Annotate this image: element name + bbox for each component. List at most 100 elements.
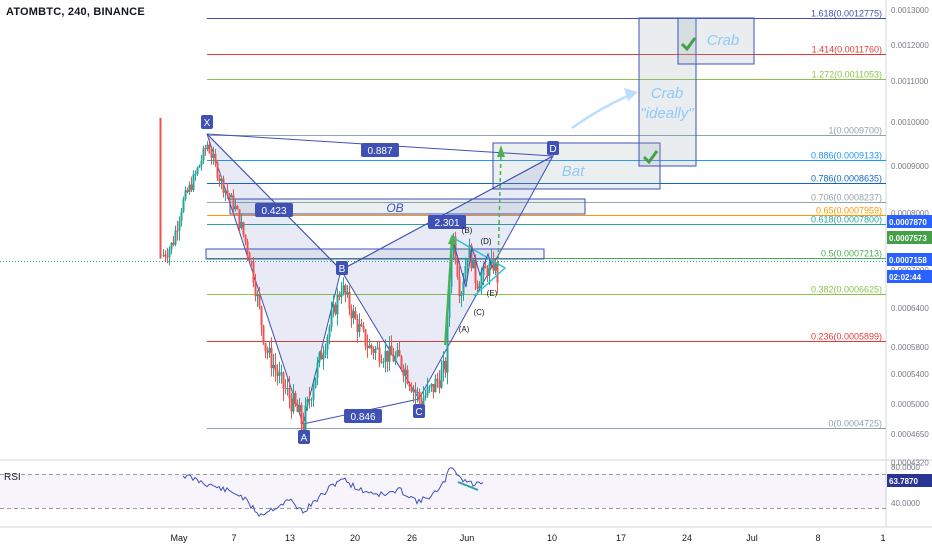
- rsi-line: [182, 467, 484, 517]
- candle-body: [372, 349, 375, 353]
- triangle-wave: [451, 236, 493, 288]
- triangle-wave-label: (E): [487, 289, 498, 298]
- candle-body: [164, 254, 167, 257]
- candle-body: [366, 345, 369, 349]
- candle-body: [436, 378, 439, 381]
- candle-body: [410, 386, 413, 392]
- point-c-label: C: [415, 407, 422, 418]
- candle-body: [414, 389, 417, 393]
- ratio-xb-label-bg: [255, 203, 293, 217]
- candle-body: [226, 190, 229, 194]
- candle-body: [250, 261, 253, 263]
- price-axis-tick: 0.0009000: [891, 162, 929, 171]
- pattern-line-xb: [206, 133, 342, 271]
- candle-body: [344, 285, 347, 295]
- triangle-wave-label: (A): [459, 325, 470, 334]
- candle-body: [368, 345, 371, 349]
- candle-body: [278, 372, 281, 376]
- candle-body: [294, 392, 297, 404]
- bat-zone-label: Bat: [562, 163, 585, 180]
- ratio-ac-label: 0.846: [350, 412, 375, 423]
- candle-body: [456, 260, 459, 277]
- candle-body: [214, 154, 217, 163]
- candle-body: [432, 384, 435, 393]
- candle-body: [370, 345, 373, 350]
- triangle-wave-label: (C): [473, 308, 484, 317]
- ratio-ac-label-bg: [344, 409, 382, 423]
- candle-body: [254, 282, 257, 297]
- candle-body: [312, 387, 315, 400]
- time-axis-tick: 10: [547, 533, 557, 543]
- bat-zone: [492, 142, 661, 190]
- candle-body: [308, 399, 311, 401]
- time-axis-tick: 26: [407, 533, 417, 543]
- candle-body: [444, 360, 447, 373]
- candle-body: [286, 387, 289, 389]
- candle-body: [332, 304, 335, 313]
- candle-body: [488, 263, 491, 277]
- candle-body: [256, 294, 259, 297]
- fib-level-label: 0.706(0.0008237): [811, 193, 882, 203]
- time-axis-tick: May: [170, 533, 188, 543]
- candle-body: [486, 268, 489, 277]
- candle-body: [322, 354, 325, 360]
- candle-body: [224, 190, 227, 193]
- projection-arrow: [571, 92, 633, 130]
- price-axis-tick: 0.0005000: [891, 400, 929, 409]
- candle-body: [298, 405, 301, 412]
- candle-body: [400, 356, 403, 368]
- candle-body: [280, 372, 283, 374]
- candle-body: [186, 190, 189, 193]
- price-badge-bg: [887, 253, 932, 266]
- price-axis-tick: 0.0006400: [891, 304, 929, 313]
- candle-body: [202, 148, 205, 161]
- candle-body: [396, 350, 399, 356]
- candle-body: [402, 367, 405, 376]
- impulse-arrow-head: [448, 234, 457, 245]
- candle-body: [388, 345, 391, 362]
- candle-body: [190, 184, 193, 191]
- candle-body: [408, 383, 411, 387]
- candle-body: [262, 325, 265, 344]
- candle-body: [306, 399, 309, 406]
- price-axis-tick: 0.0008000: [891, 209, 929, 218]
- candle-body: [234, 206, 237, 210]
- candle-body: [334, 304, 337, 315]
- candle-body: [296, 403, 299, 412]
- candle-body: [478, 286, 481, 289]
- candle-body: [324, 349, 327, 355]
- candle-body: [404, 369, 407, 376]
- rsi-value-badge-bg: [887, 474, 932, 487]
- time-axis-tick: 24: [682, 533, 692, 543]
- candle-body: [476, 283, 479, 289]
- price-axis-tick: 0.0010000: [891, 118, 929, 127]
- ratio-bd-label: 2.301: [434, 218, 459, 229]
- candle-body: [276, 370, 279, 376]
- fib-level-label: 0.618(0.0007800): [811, 215, 882, 225]
- time-axis-tick: 8: [815, 533, 820, 543]
- candle-body: [376, 347, 379, 349]
- candle-body: [314, 377, 317, 388]
- candle-body: [380, 361, 383, 363]
- fib-level-label: 0.786(0.0008635): [811, 174, 882, 184]
- candle-body: [422, 397, 425, 405]
- candle-body: [210, 152, 213, 158]
- fib-level-label: 1.618(0.0012775): [811, 9, 882, 19]
- candle-body: [310, 399, 313, 401]
- candle-body: [406, 369, 409, 384]
- candle-body: [238, 209, 241, 229]
- point-d-label: D: [549, 144, 556, 155]
- fib-level-label: 1.272(0.0011053): [812, 70, 882, 80]
- candle-body: [318, 352, 321, 363]
- candle-body: [268, 347, 271, 353]
- candle-body: [304, 405, 307, 433]
- chart-title: ATOMBTC, 240, BINANCE: [6, 6, 145, 18]
- time-axis-tick: 13: [285, 533, 295, 543]
- candle-body: [342, 285, 345, 293]
- candle-body: [356, 318, 359, 332]
- fib-level-label: 1.414(0.0011760): [812, 45, 882, 55]
- candle-body: [162, 254, 165, 256]
- rsi-axis-tick: 40.0000: [891, 499, 920, 508]
- candle-body: [452, 236, 455, 254]
